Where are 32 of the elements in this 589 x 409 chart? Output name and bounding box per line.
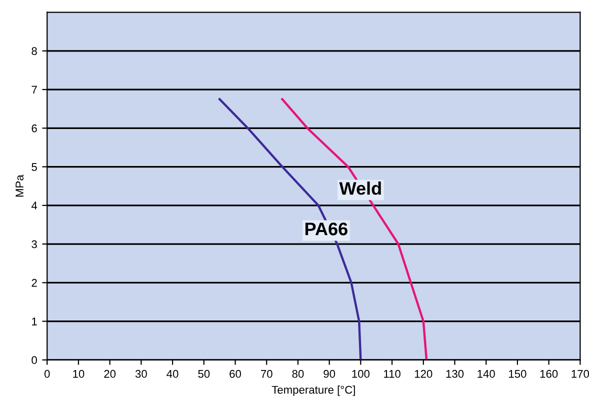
- x-tick-label: 140: [478, 370, 495, 378]
- y-tick-label: 4: [31, 202, 38, 210]
- x-tick-label: 60: [230, 370, 241, 378]
- y-tick-label: 1: [32, 318, 37, 326]
- y-tick-label: 5: [32, 163, 37, 171]
- x-tick-label: 50: [198, 370, 210, 378]
- y-tick-label: 7: [32, 86, 37, 94]
- x-tick-label: 80: [292, 370, 304, 378]
- y-tick-label: 2: [32, 278, 37, 287]
- x-tick-label: 70: [261, 370, 272, 378]
- x-axis-title: Temperature [°C]: [272, 386, 355, 396]
- x-tick-label: 160: [540, 370, 558, 378]
- y-tick-label: 6: [32, 124, 37, 132]
- line-series: [281, 98, 428, 360]
- y-tick-label: 3: [32, 240, 37, 248]
- x-tick-label: 170: [572, 370, 589, 378]
- x-tick-label: 110: [384, 370, 400, 378]
- x-tick-label: 90: [324, 370, 336, 378]
- x-tick-label: 40: [166, 370, 178, 378]
- x-tick-label: 100: [352, 370, 370, 378]
- x-tick-label: 30: [135, 370, 147, 378]
- x-tick-label: 150: [509, 370, 526, 378]
- x-tick-label: 120: [414, 370, 432, 378]
- x-tick-label: 20: [104, 370, 116, 378]
- x-tick-label: 130: [446, 370, 464, 378]
- x-tick-label: 0: [44, 370, 50, 378]
- y-tick-label: 0: [32, 356, 37, 364]
- y-tick-label: 8: [32, 47, 37, 56]
- annotation: Weld: [339, 182, 381, 195]
- x-tick-label: 10: [73, 370, 84, 378]
- annotation: PA66: [305, 222, 348, 236]
- y-axis-title: MPa: [16, 174, 24, 197]
